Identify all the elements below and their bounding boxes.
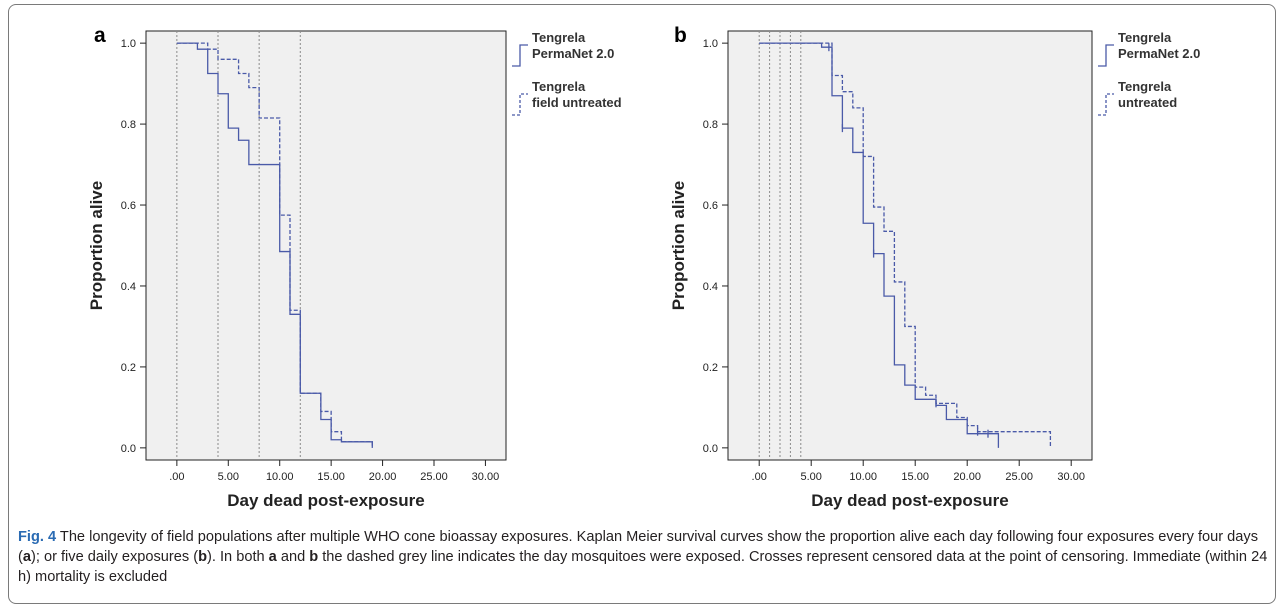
- caption-text-3: ). In both: [207, 549, 269, 565]
- y-tick-label: 0.2: [703, 362, 718, 374]
- y-tick-label: 0.0: [121, 443, 136, 455]
- plot-area: [727, 30, 1093, 461]
- x-tick-label: 25.00: [420, 471, 448, 483]
- figure-caption: Fig. 4 The longevity of field population…: [18, 527, 1268, 587]
- series-line-2: [759, 42, 1052, 448]
- legend-label: PermaNet 2.0: [1118, 46, 1200, 61]
- x-tick-label: 15.00: [317, 471, 345, 483]
- y-tick-label: 1.0: [121, 38, 136, 50]
- x-tick-label: 5.00: [218, 471, 239, 483]
- y-axis-label: Proportion alive: [87, 181, 106, 310]
- caption-ref-a-2: a: [268, 549, 277, 565]
- y-tick-label: 0.2: [121, 362, 136, 374]
- x-tick-label: 5.00: [800, 471, 821, 483]
- series-line-2: [176, 42, 373, 448]
- x-tick-label: .00: [752, 471, 767, 483]
- panel-letter-b: b: [674, 24, 687, 47]
- legend-label: untreated: [1118, 95, 1177, 110]
- caption-ref-a: a: [22, 549, 31, 565]
- legend-label: Tengrela: [1118, 30, 1172, 45]
- x-tick-label: 30.00: [1057, 471, 1085, 483]
- caption-text-2: ); or five daily exposures (: [31, 549, 199, 565]
- legend-label: PermaNet 2.0: [532, 46, 614, 61]
- y-tick-label: 0.0: [703, 443, 718, 455]
- y-tick-label: 1.0: [703, 38, 718, 50]
- caption-ref-b-2: b: [309, 549, 319, 565]
- x-tick-label: 20.00: [369, 471, 397, 483]
- legend-swatch-2: [1098, 93, 1114, 116]
- legend-label: Tengrela: [532, 79, 586, 94]
- legend-label: field untreated: [532, 95, 622, 110]
- x-tick-label: 20.00: [953, 471, 981, 483]
- plot-area: [145, 30, 507, 461]
- y-tick-label: 0.6: [703, 200, 718, 212]
- chart-panel-b: 0.0 0.2 0.4 0.6 0.8 1.0 .00 5.00 10.00 15.00 20.00…: [669, 30, 1200, 510]
- figure-frame: [8, 4, 1276, 604]
- x-axis-label: Day dead post-exposure: [227, 491, 424, 510]
- y-tick-label: 0.8: [703, 119, 718, 131]
- y-tick-label: 0.4: [121, 281, 136, 293]
- x-tick-label: 15.00: [901, 471, 929, 483]
- caption-ref-b: b: [198, 549, 208, 565]
- x-tick-label: .00: [169, 471, 184, 483]
- chart-panel-a: 0.0 0.2 0.4 0.6 0.8 1.0 .00 5.00 10.00 15.00 20.00…: [87, 30, 622, 510]
- y-axis-label: Proportion alive: [669, 181, 688, 310]
- legend-swatch-2: [512, 93, 528, 116]
- legend-label: Tengrela: [1118, 79, 1172, 94]
- legend-label: Tengrela: [532, 30, 586, 45]
- legend-swatch-1: [512, 44, 528, 67]
- x-axis-label: Day dead post-exposure: [811, 491, 1008, 510]
- figure-number: Fig. 4: [18, 529, 57, 545]
- caption-text-4: and: [276, 549, 310, 565]
- x-tick-label: 10.00: [266, 471, 294, 483]
- x-tick-label: 30.00: [472, 471, 500, 483]
- panel-letter-a: a: [94, 24, 106, 47]
- x-tick-label: 25.00: [1005, 471, 1033, 483]
- caption-text-1: The longevity of field populations after…: [18, 529, 1259, 565]
- caption-text-5: the dashed grey line indicates the day m…: [18, 549, 1268, 585]
- legend-swatch-1: [1098, 44, 1114, 67]
- y-tick-label: 0.6: [121, 200, 136, 212]
- y-tick-label: 0.4: [703, 281, 718, 293]
- y-tick-label: 0.8: [121, 119, 136, 131]
- series-line-1: [759, 42, 1000, 448]
- x-tick-label: 10.00: [849, 471, 877, 483]
